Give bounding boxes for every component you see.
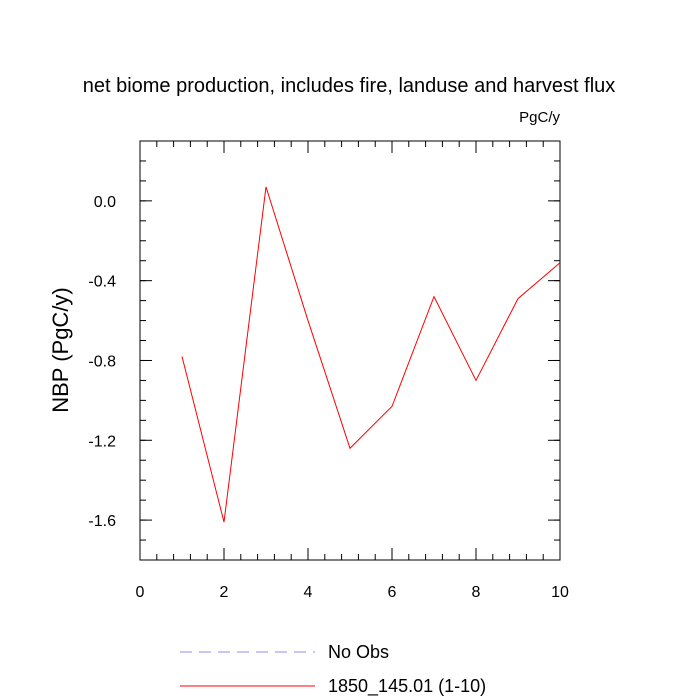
x-tick-label: 2: [220, 584, 229, 601]
legend-label: No Obs: [328, 642, 389, 662]
y-tick-label: -1.6: [88, 513, 116, 530]
axis-tick-labels: 0 2 4 6 8 10 0.0 -0.4 -0.8 -1.2 -1.6: [88, 194, 569, 601]
y-tick-label: 0.0: [94, 194, 116, 211]
series-lines: [181, 186, 561, 523]
legend: No Obs 1850_145.01 (1-10): [180, 642, 486, 697]
y-tick-label: -1.2: [88, 433, 116, 450]
plot-frame: [139, 140, 561, 561]
axis-ticks: [139, 140, 561, 561]
units-label: PgC/y: [519, 109, 560, 126]
x-tick-label: 8: [472, 584, 481, 601]
x-tick-label: 10: [551, 584, 569, 601]
x-tick-label: 6: [388, 584, 397, 601]
y-tick-label: -0.4: [88, 274, 116, 291]
x-tick-label: 0: [136, 584, 145, 601]
y-tick-label: -0.8: [88, 353, 116, 370]
series-line: [181, 186, 561, 523]
chart-title: net biome production, includes fire, lan…: [83, 75, 616, 97]
y-axis-label: NBP (PgC/y): [48, 287, 73, 413]
x-tick-label: 4: [304, 584, 313, 601]
legend-label: 1850_145.01 (1-10): [328, 676, 486, 697]
